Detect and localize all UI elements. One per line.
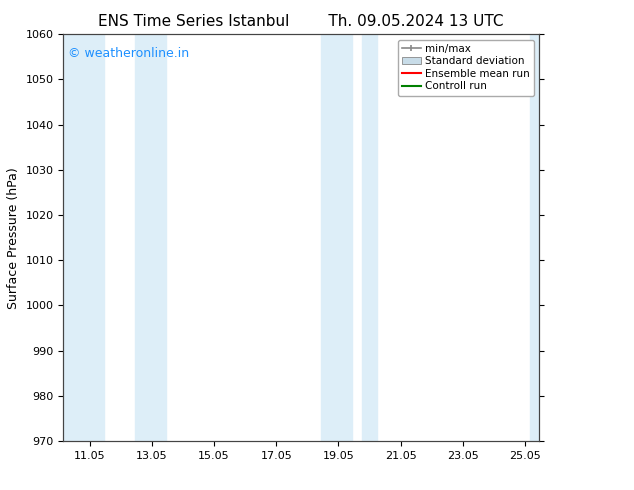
Bar <box>321 34 353 441</box>
Legend: min/max, Standard deviation, Ensemble mean run, Controll run: min/max, Standard deviation, Ensemble me… <box>398 40 534 96</box>
Title: ENS Time Series Istanbul        Th. 09.05.2024 13 UTC: ENS Time Series Istanbul Th. 09.05.2024 … <box>98 14 504 29</box>
Bar <box>529 34 539 441</box>
Bar <box>135 34 166 441</box>
Y-axis label: Surface Pressure (hPa): Surface Pressure (hPa) <box>7 167 20 309</box>
Text: © weatheronline.in: © weatheronline.in <box>68 47 190 59</box>
Bar <box>63 34 104 441</box>
Bar <box>362 34 377 441</box>
